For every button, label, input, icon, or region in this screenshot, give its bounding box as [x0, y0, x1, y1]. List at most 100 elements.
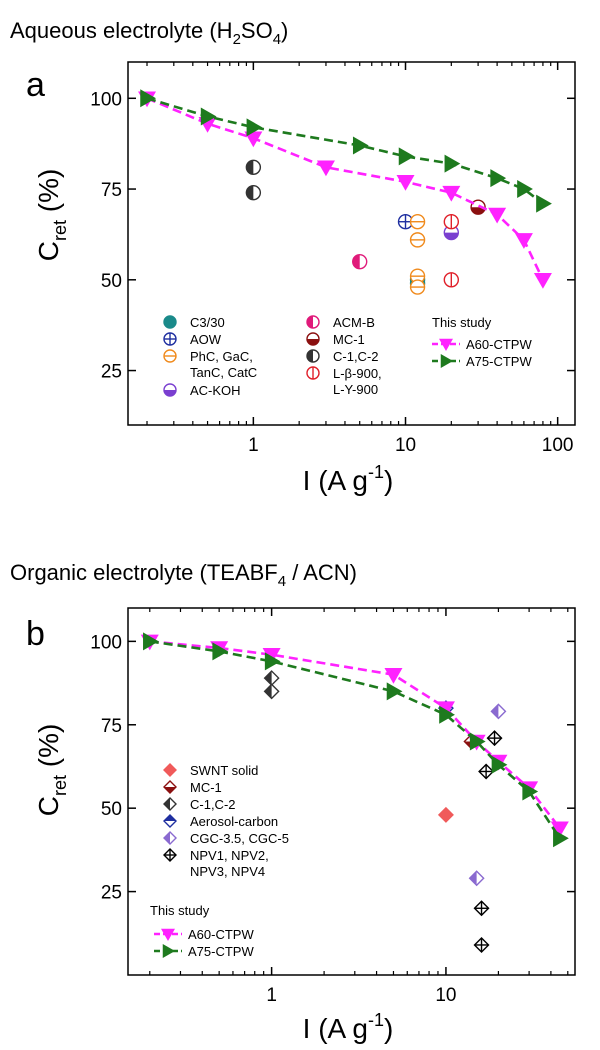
x-tick-label-10: 10	[395, 435, 416, 456]
series-a60-ctpw	[138, 91, 552, 289]
legend-item-aerosol-carbon: Aerosol-carbon	[163, 814, 278, 829]
plot-frame	[127, 61, 576, 426]
point-a75-ctpw-3	[386, 682, 403, 701]
point-acm-b-0	[352, 253, 368, 270]
legend-item-mc-1: MC-1	[306, 332, 365, 347]
legend-label-a75-ctpw: A75-CTPW	[188, 944, 254, 959]
point-c-1-c-2-0	[245, 159, 262, 175]
point-a75-ctpw-5	[444, 154, 461, 173]
point-a75-ctpw-3	[352, 136, 369, 155]
legend-marker-ac-koh	[163, 383, 177, 397]
point-a60-ctpw-7	[514, 233, 533, 249]
legend-item-c-1-c-2: C-1,C-2	[306, 349, 379, 364]
panel-a-letter: a	[26, 66, 45, 104]
series-a75-ctpw	[143, 632, 569, 848]
legend-label-a60-ctpw: A60-CTPW	[188, 927, 254, 942]
point-c-1-c-2-1	[245, 184, 262, 201]
point-a75-ctpw-6	[490, 169, 507, 188]
x-tick-label-100: 100	[542, 435, 574, 456]
legend-label-acm-b: ACM-B	[333, 315, 375, 330]
legend-label-c3-30: C3/30	[190, 315, 225, 330]
series-acm-b	[352, 253, 368, 270]
point-cgc-3-5-cgc-5-1	[468, 870, 485, 887]
point-a75-ctpw-6	[491, 755, 508, 774]
x-tick-label-1: 1	[248, 435, 259, 456]
point-l-900-l-y-900-0	[443, 214, 460, 230]
point-a60-ctpw-3	[384, 667, 403, 684]
legend-marker-cgc-3-5-cgc-5	[163, 831, 177, 845]
panel-b-ylabel: Cret (%)	[33, 724, 70, 817]
panel-b-letter: b	[26, 615, 45, 653]
y-tick-label-100: 100	[90, 632, 122, 653]
point-swnt-solid-0	[437, 806, 454, 823]
legend-label-c-1-c-2: C-1,C-2	[190, 797, 236, 812]
point-a60-ctpw-8	[533, 273, 552, 289]
legend-item-c3-30: C3/30	[163, 315, 225, 330]
legend-marker-mc-1	[306, 332, 320, 346]
legend-label-cgc-3-5-cgc-5: CGC-3.5, CGC-5	[190, 831, 289, 846]
y-tick-label-100: 100	[90, 89, 122, 110]
y-tick-label-75: 75	[101, 716, 122, 737]
legend-marker-aow	[163, 332, 177, 346]
legend: SWNT solid MC-1 C-1,C-2 Aerosol-carbon CGC-3…	[150, 763, 289, 959]
legend: C3/30 AOW PhC, GaC,TanC, CatC AC-KOH ACM-B MC…	[163, 315, 532, 398]
legend-label-phc-gac-tanc-catc: PhC, GaC,	[190, 349, 253, 364]
point-phc-gac-tanc-catc-2	[409, 268, 426, 284]
legend-label-npv1-npv2-npv3-npv4: NPV3, NPV4	[190, 864, 265, 879]
x-tick-label-1: 1	[266, 985, 277, 1006]
legend-item-a75-ctpw: A75-CTPW	[432, 354, 532, 369]
point-a60-ctpw-4	[436, 701, 455, 718]
y-tick-label-50: 50	[101, 271, 122, 292]
series-c-1-c-2	[245, 159, 262, 201]
series-cgc-3-5-cgc-5	[468, 703, 507, 887]
point-phc-gac-tanc-catc-3	[409, 279, 426, 295]
legend-marker-c-1-c-2	[163, 797, 177, 811]
legend-marker-swnt-solid	[163, 763, 177, 777]
legend-marker-a60-ctpw	[439, 338, 453, 351]
legend-header: This study	[432, 315, 492, 330]
legend-item-cgc-3-5-cgc-5: CGC-3.5, CGC-5	[163, 831, 289, 846]
series-mc-1	[470, 199, 486, 215]
y-tick-label-25: 25	[101, 362, 122, 383]
panel-a-chart: 25 50 75 100 1 10 100 C3/30 AOW PhC, GaC,TanC, Ca…	[90, 61, 576, 456]
point-a60-ctpw-2	[262, 647, 281, 664]
legend-item-phc-gac-tanc-catc: PhC, GaC,TanC, CatC	[163, 349, 257, 380]
point-a75-ctpw-4	[398, 147, 415, 166]
panel-a-title: Aqueous electrolyte (H2SO4)	[10, 18, 288, 48]
point-a60-ctpw-6	[488, 207, 507, 224]
series-phc-gac-tanc-catc	[409, 214, 426, 295]
point-npv1-npv2-npv3-npv4-3	[473, 936, 490, 953]
legend-item-ac-koh: AC-KOH	[163, 383, 241, 398]
point-a75-ctpw-1	[200, 107, 217, 126]
y-tick-label-50: 50	[101, 799, 122, 820]
legend-label-phc-gac-tanc-catc: TanC, CatC	[190, 365, 257, 380]
y-tick-label-75: 75	[101, 180, 122, 201]
legend-marker-c-1-c-2	[306, 349, 320, 363]
panel-b-title: Organic electrolyte (TEABF4 / ACN)	[10, 560, 357, 590]
point-npv1-npv2-npv3-npv4-0	[486, 730, 503, 747]
series-c-1-c-2	[263, 670, 280, 700]
point-npv1-npv2-npv3-npv4-2	[473, 900, 490, 917]
legend-header: This study	[150, 903, 210, 918]
legend-label-a75-ctpw: A75-CTPW	[466, 354, 532, 369]
legend-marker-mc-1	[163, 780, 177, 794]
point-a75-ctpw-2	[246, 118, 263, 137]
point-a60-ctpw-4	[396, 175, 415, 191]
legend-item-a75-ctpw: A75-CTPW	[154, 944, 254, 959]
legend-label-aerosol-carbon: Aerosol-carbon	[190, 814, 278, 829]
legend-marker-phc-gac-tanc-catc	[163, 349, 177, 363]
point-a75-ctpw-5	[469, 732, 486, 751]
legend-item-mc-1: MC-1	[163, 780, 222, 795]
point-a75-ctpw-8	[553, 829, 569, 848]
legend-item-swnt-solid: SWNT solid	[163, 763, 258, 778]
legend-marker-l-900-l-y-900	[306, 366, 320, 380]
legend-item-aow: AOW	[163, 332, 222, 347]
legend-label-aow: AOW	[190, 332, 222, 347]
x-tick-label-10: 10	[435, 985, 456, 1006]
legend-label-mc-1: MC-1	[333, 332, 365, 347]
panel-b-chart: 25 50 75 100 1 10 SWNT solid MC-1 C-1,C-2 Aerosol…	[90, 607, 576, 1006]
legend-marker-a60-ctpw	[161, 928, 175, 941]
series-line-a75-ctpw	[146, 97, 544, 205]
plot-frame	[127, 607, 576, 976]
point-a60-ctpw-3	[316, 160, 335, 177]
